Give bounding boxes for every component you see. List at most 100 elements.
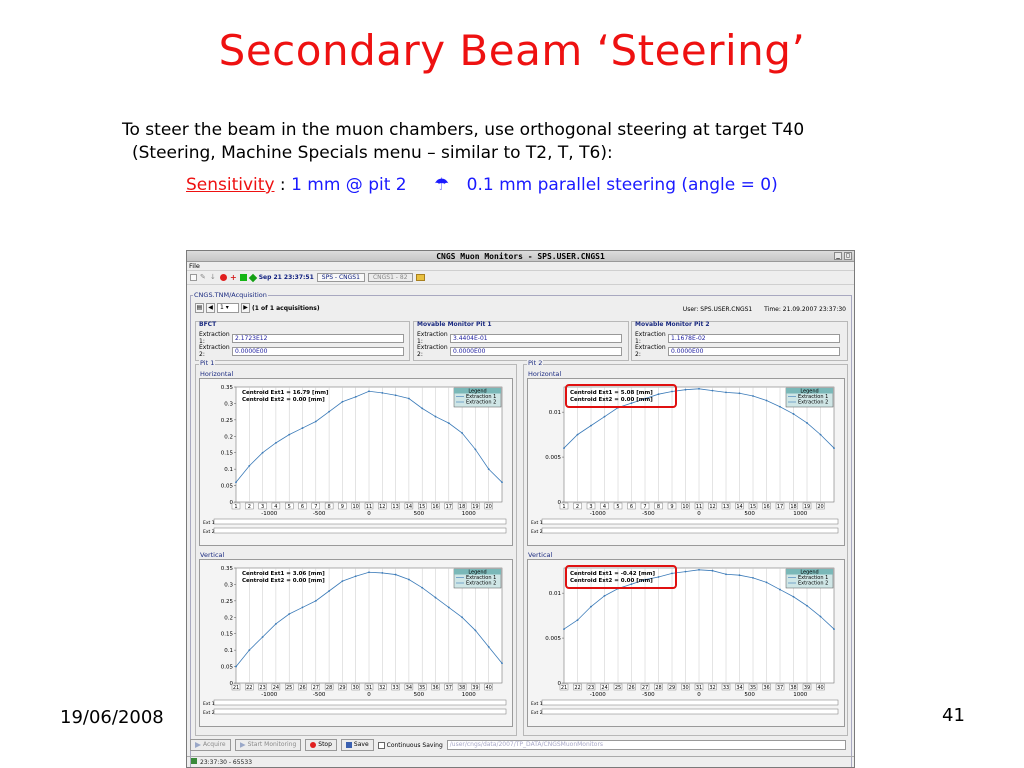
- channel-box: [748, 683, 758, 691]
- channel-label: 7: [314, 504, 317, 510]
- y-tick-label: 0.3: [224, 582, 233, 588]
- data-point: [261, 451, 264, 454]
- data-point: [806, 604, 808, 607]
- channel-label: 21: [233, 685, 239, 691]
- stop-button[interactable]: Stop: [305, 739, 337, 751]
- x-tick-label: -500: [313, 511, 326, 517]
- x-tick-label: -1000: [261, 511, 277, 517]
- channel-box: [681, 683, 690, 691]
- channel-label: 18: [790, 504, 796, 510]
- channel-label: 25: [286, 685, 292, 691]
- start-monitoring-button[interactable]: Start Monitoring: [234, 739, 302, 751]
- play-icon: [195, 742, 201, 748]
- maximize-button[interactable]: □: [844, 252, 852, 260]
- legend-entry: Extraction 1: [798, 394, 828, 400]
- channel-label: 32: [379, 685, 385, 691]
- run-icon[interactable]: [239, 274, 247, 281]
- channel-label: 20: [486, 504, 492, 510]
- data-point: [590, 605, 592, 608]
- channel-label: 16: [432, 504, 438, 510]
- acquisition-select[interactable]: 1 ▾: [217, 303, 239, 313]
- pencil-icon[interactable]: ✎: [200, 273, 206, 281]
- page-number: 41: [942, 705, 965, 726]
- channel-label: 27: [642, 685, 648, 691]
- stop-label: Stop: [318, 741, 332, 748]
- legend-header: [454, 388, 501, 394]
- centroid-highlight: [565, 565, 677, 589]
- x-tick-label: -1000: [590, 511, 606, 517]
- bottom-bar: Acquire Start Monitoring Stop Save Conti…: [190, 738, 852, 752]
- pit1-extraction-1-field[interactable]: 3.4404E-01: [450, 333, 622, 343]
- channel-box: [431, 683, 440, 691]
- ext1-bar: [541, 699, 839, 706]
- menu-file[interactable]: File: [189, 262, 200, 270]
- channel-label: 15: [419, 504, 425, 510]
- prev-button[interactable]: ◀: [206, 303, 215, 313]
- channel-label: 29: [669, 685, 675, 691]
- arrow-down-icon[interactable]: ↓: [210, 273, 216, 281]
- data-point: [819, 615, 822, 618]
- y-tick-label: 0.3: [224, 401, 233, 407]
- channel-label: 1: [234, 504, 237, 510]
- pit2-extraction-1-field[interactable]: 1.1678E-02: [668, 333, 840, 343]
- data-point: [819, 433, 822, 436]
- channel-label: 17: [777, 504, 783, 510]
- checkbox-icon[interactable]: [190, 274, 197, 281]
- plus-icon[interactable]: +: [230, 273, 237, 282]
- channel-box: [775, 683, 785, 691]
- channel-label: 35: [750, 685, 756, 691]
- channel-label: 19: [472, 504, 478, 510]
- save-path-field[interactable]: /user/cngs/data/2007/TP_DATA/CNGSMuonMon…: [446, 740, 846, 750]
- ext2-bar: [213, 708, 507, 715]
- data-point: [501, 481, 503, 484]
- channel-box: [417, 683, 427, 691]
- data-point: [394, 394, 397, 397]
- pit2-extraction-2-field[interactable]: 0.0000E00: [668, 346, 840, 356]
- channel-label: 30: [353, 685, 359, 691]
- channel-box: [417, 502, 427, 510]
- data-point: [421, 586, 424, 589]
- tab-sps-cngs1[interactable]: SPS - CNGS1: [316, 273, 365, 282]
- channel-box: [627, 683, 636, 691]
- pit1-extraction-2-field[interactable]: 0.0000E00: [450, 346, 622, 356]
- channel-label: 37: [777, 685, 783, 691]
- bfct-extraction-1-field[interactable]: 2.1723E12: [232, 333, 404, 343]
- save-button[interactable]: Save: [340, 739, 374, 751]
- window-title: CNGS Muon Monitors - SPS.USER.CNGS1: [436, 252, 605, 261]
- channel-box: [586, 502, 596, 510]
- data-point: [381, 392, 384, 394]
- data-point: [684, 388, 687, 391]
- minimize-button[interactable]: _: [834, 252, 842, 260]
- channel-label: 14: [406, 504, 412, 510]
- tab-cngs1-82[interactable]: CNGS1 - 82: [367, 273, 413, 282]
- menubar: File: [187, 262, 854, 271]
- channel-label: 8: [328, 504, 331, 510]
- data-point: [725, 391, 727, 394]
- document-icon[interactable]: ▤: [195, 303, 204, 313]
- acquisition-index: 1: [220, 304, 224, 311]
- channel-box: [600, 502, 609, 510]
- data-point: [806, 422, 808, 424]
- next-button[interactable]: ▶: [241, 303, 250, 313]
- channel-label: 35: [419, 685, 425, 691]
- data-point: [447, 606, 450, 609]
- stop-icon: [310, 742, 317, 748]
- data-point: [248, 464, 251, 467]
- data-point: [368, 390, 370, 393]
- stop-icon[interactable]: [220, 274, 227, 281]
- window-controls: _ □: [834, 252, 852, 260]
- extraction-1-label: Extraction 1:: [417, 331, 448, 345]
- channel-label: 13: [723, 504, 729, 510]
- channel-label: 26: [628, 685, 634, 691]
- pit1-panel: [195, 364, 517, 736]
- acquisition-count: (1 of 1 acquisitions): [252, 304, 320, 312]
- data-point: [275, 622, 277, 625]
- y-tick-label: 0.2: [224, 615, 233, 621]
- bfct-extraction-2-field[interactable]: 0.0000E00: [232, 346, 404, 356]
- x-tick-label: -500: [642, 692, 655, 698]
- folder-icon[interactable]: [415, 274, 425, 281]
- channel-box: [640, 683, 650, 691]
- acquire-button[interactable]: Acquire: [190, 739, 231, 751]
- continuous-saving-checkbox[interactable]: Continuous Saving: [377, 741, 443, 749]
- data-point: [671, 390, 673, 393]
